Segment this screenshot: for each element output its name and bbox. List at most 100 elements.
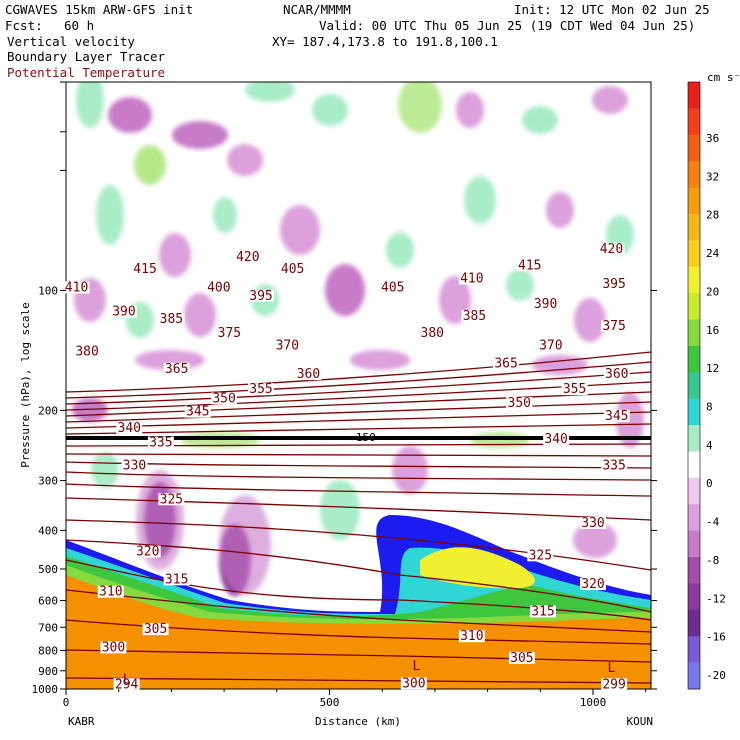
theta-label-bg xyxy=(163,573,190,586)
theta-contour-label: 420 xyxy=(236,250,259,265)
theta-contour-label: 360 xyxy=(297,367,320,382)
theta-label-bg xyxy=(205,281,232,294)
y-tick-label: 900 xyxy=(38,665,58,678)
y-tick-label: 600 xyxy=(38,595,58,608)
colorbar-swatch xyxy=(688,451,700,479)
theta-contour-label: 390 xyxy=(112,305,135,320)
theta-contour-label: 335 xyxy=(602,459,625,474)
theta-contour-label: 350 xyxy=(212,392,235,407)
theta-contour-label: 340 xyxy=(118,421,141,436)
theta-label-bg xyxy=(121,459,148,472)
colorbar-label: 36 xyxy=(706,132,719,145)
theta-label-bg xyxy=(458,630,485,643)
theta-label-bg xyxy=(113,678,140,691)
theta-contour-label: 390 xyxy=(534,297,557,312)
colorbar-swatch xyxy=(688,213,700,241)
colorbar-label: 28 xyxy=(706,209,719,222)
colorbar-label: -12 xyxy=(706,592,726,605)
theta-label-bg xyxy=(601,459,628,472)
theta-contour-label: 410 xyxy=(65,280,88,295)
theta-label-bg xyxy=(532,297,559,310)
left-endpoint-label: KABR xyxy=(68,715,95,728)
theta-label-bg xyxy=(516,259,543,272)
theta-contour-label: 365 xyxy=(494,356,517,371)
theta-label-bg xyxy=(493,357,520,370)
colorbar-swatch xyxy=(688,108,700,136)
colorbar-label: 20 xyxy=(706,285,719,298)
theta-contour-label: 310 xyxy=(99,585,122,600)
theta-label-bg xyxy=(527,549,554,562)
theta-contour-label: 395 xyxy=(602,277,625,292)
theta-label-bg xyxy=(419,326,446,339)
theta-contour-label: 395 xyxy=(249,289,272,304)
colorbar-swatch xyxy=(688,504,700,532)
theta-label-bg xyxy=(184,405,211,418)
theta-contour-label: 310 xyxy=(460,629,483,644)
colorbar-label: 0 xyxy=(706,477,713,490)
colorbar-swatch xyxy=(688,398,700,426)
theta-contour-label: 405 xyxy=(281,262,304,277)
colorbar-label: -20 xyxy=(706,669,726,682)
theta-label-bg xyxy=(601,678,628,691)
y-axis: 100 200 300 400 500 600 700 800 900 1000 xyxy=(32,81,657,696)
colorbar-swatch xyxy=(688,477,700,505)
init-time: Init: 12 UTC Mon 02 Jun 25 xyxy=(514,2,710,17)
theta-contour-label: 400 xyxy=(207,280,230,295)
colorbar-label: 32 xyxy=(706,170,719,183)
org-label: NCAR/MMMM xyxy=(283,2,351,17)
theta-label-bg xyxy=(142,623,169,636)
colorbar-swatch xyxy=(688,187,700,215)
colorbar-label: -16 xyxy=(706,631,726,644)
x-axis-title: Distance (km) xyxy=(315,715,401,728)
field-vertical-velocity: Vertical velocity xyxy=(7,34,135,49)
theta-label-bg xyxy=(100,641,127,654)
theta-contour-label: 320 xyxy=(581,577,604,592)
theta-contour-label: 410 xyxy=(460,272,483,287)
theta-contour-label: 315 xyxy=(165,572,188,587)
y-tick-label: 1000 xyxy=(32,683,59,696)
theta-contour-label: 345 xyxy=(186,405,209,420)
theta-label-bg xyxy=(295,368,322,381)
theta-label-bg xyxy=(132,263,159,276)
theta-contour-label: 340 xyxy=(544,432,567,447)
y-tick-label: 200 xyxy=(38,404,58,417)
field-boundary-tracer: Boundary Layer Tracer xyxy=(7,49,166,64)
theta-label-bg xyxy=(603,368,630,381)
colorbar-swatch xyxy=(688,240,700,268)
colorbar-swatch xyxy=(688,161,700,189)
colorbar: 36 32 28 24 20 16 12 8 4 0 -4 -8 -12 -16 -20 xyxy=(687,81,726,690)
colorbar-swatch xyxy=(688,425,700,452)
colorbar-label: 8 xyxy=(706,401,713,414)
theta-contour-label: 305 xyxy=(510,651,533,666)
colorbar-swatch xyxy=(688,82,700,109)
theta-label-bg xyxy=(158,493,185,506)
theta-contour-label: 380 xyxy=(421,326,444,341)
theta-contour-label: 345 xyxy=(605,409,628,424)
x-tick-label: 500 xyxy=(320,696,340,709)
colorbar-label: 16 xyxy=(706,324,719,337)
colorbar-swatch xyxy=(688,372,700,400)
theta-contour-label: 350 xyxy=(508,396,531,411)
colorbar-swatch xyxy=(688,583,700,611)
theta-contour-label: 420 xyxy=(600,242,623,257)
colorbar-frame xyxy=(687,81,701,690)
theta-label-bg xyxy=(580,578,607,591)
low-pressure-markers: LL L xyxy=(123,659,616,687)
theta-label-bg xyxy=(543,432,570,445)
tropopause-label: 150 xyxy=(356,431,376,444)
theta-label-bg xyxy=(158,312,185,325)
theta-contour-label: 385 xyxy=(463,309,486,324)
colorbar-label: -4 xyxy=(706,516,720,529)
right-endpoint-label: KOUN xyxy=(627,715,654,728)
low-marker: L xyxy=(413,659,421,674)
theta-label-bg xyxy=(598,242,625,255)
colorbar-label: -8 xyxy=(706,554,719,567)
theta-label-bg xyxy=(134,545,161,558)
theta-contour-label: 325 xyxy=(529,548,552,563)
theta-contour-label: 330 xyxy=(123,459,146,474)
theta-label-bg xyxy=(147,436,174,449)
theta-label-bg xyxy=(211,392,238,405)
theta-contour-label: 305 xyxy=(144,622,167,637)
theta-contour-label: 315 xyxy=(531,604,554,619)
